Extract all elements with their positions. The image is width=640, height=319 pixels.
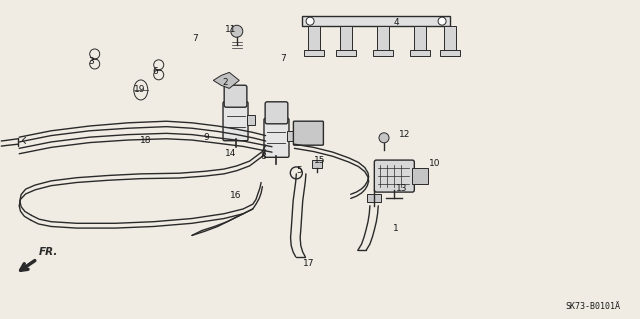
Text: 12: 12 (399, 130, 410, 139)
Text: 15: 15 (314, 156, 326, 165)
Text: SK73-B0101Ä: SK73-B0101Ä (566, 302, 621, 311)
Bar (440, 50, 460, 56)
Bar (304, 50, 324, 56)
Bar (287, 131, 296, 141)
FancyBboxPatch shape (224, 85, 247, 107)
Text: 2: 2 (223, 78, 228, 87)
Text: 17: 17 (303, 259, 314, 268)
Bar (308, 26, 320, 54)
FancyBboxPatch shape (264, 118, 289, 157)
FancyBboxPatch shape (293, 121, 323, 145)
Bar (410, 50, 431, 56)
Text: 3: 3 (89, 57, 94, 66)
Bar (444, 26, 456, 54)
Bar (337, 50, 356, 56)
Bar (412, 168, 428, 184)
Text: 7: 7 (193, 34, 198, 43)
Text: 8: 8 (261, 152, 266, 161)
Bar (378, 26, 390, 54)
Bar (246, 115, 255, 125)
Text: 18: 18 (140, 137, 152, 145)
Bar (374, 50, 394, 56)
Text: 1: 1 (393, 224, 398, 233)
FancyBboxPatch shape (374, 160, 414, 192)
Text: 19: 19 (134, 85, 145, 94)
Text: 9: 9 (204, 133, 209, 142)
Text: 13: 13 (396, 184, 408, 193)
Text: 6: 6 (152, 67, 157, 76)
Polygon shape (213, 72, 239, 88)
Text: 7: 7 (280, 54, 285, 63)
Bar (340, 26, 353, 54)
Circle shape (438, 17, 446, 25)
Bar (312, 160, 322, 168)
Text: FR.: FR. (39, 247, 58, 257)
Circle shape (379, 133, 389, 143)
Text: 16: 16 (230, 191, 241, 200)
Text: 10: 10 (429, 159, 441, 168)
Circle shape (231, 25, 243, 37)
FancyBboxPatch shape (265, 102, 288, 124)
Circle shape (306, 17, 314, 25)
Bar (415, 26, 426, 54)
Bar (367, 194, 381, 203)
Text: 5: 5 (297, 166, 302, 175)
FancyBboxPatch shape (223, 102, 248, 141)
Text: 4: 4 (394, 18, 399, 27)
Text: 11: 11 (225, 25, 236, 34)
Text: 14: 14 (225, 149, 236, 158)
Bar (302, 16, 450, 26)
